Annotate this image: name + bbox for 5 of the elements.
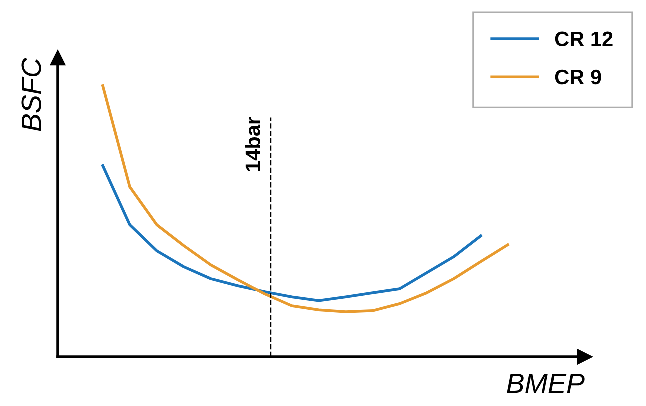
legend-label: CR 9 bbox=[555, 70, 602, 85]
legend-label: CR 12 bbox=[555, 32, 613, 46]
y-axis-title: BSFC bbox=[22, 58, 42, 132]
x-axis-title: BMEP bbox=[507, 374, 585, 394]
annotation: 14bar bbox=[245, 117, 260, 172]
